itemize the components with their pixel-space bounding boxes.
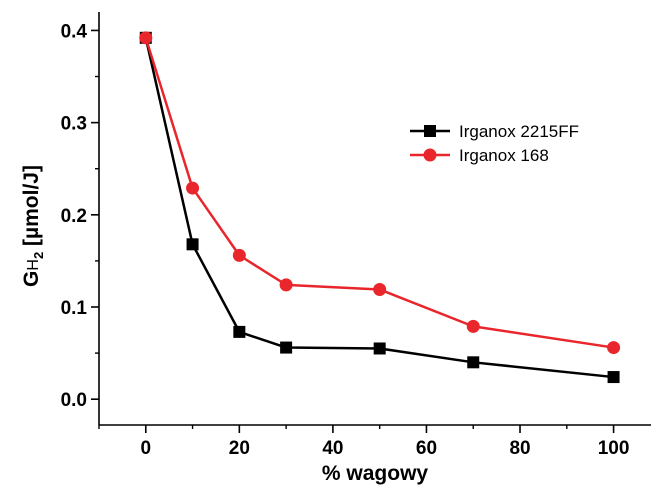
series-line-0: [144, 37, 614, 379]
data-point-square: [607, 371, 620, 384]
axes: [91, 12, 651, 433]
x-tick-label: 20: [229, 438, 250, 459]
y-axis-title-sub-digit: 2: [31, 252, 46, 259]
x-tick-label: 40: [322, 438, 343, 459]
y-tick-label: 0.2: [61, 206, 87, 227]
data-point-circle: [139, 31, 153, 45]
x-tick-label: 80: [509, 438, 530, 459]
x-axis-title: % wagowy: [322, 462, 429, 485]
y-axis-title: GH2 [µmol/J]: [20, 165, 46, 287]
data-point-square: [373, 342, 386, 355]
series-line-1: [144, 37, 614, 349]
legend-marker-1: [423, 148, 437, 162]
y-tick-label: 0.0: [61, 390, 87, 411]
legend-marker-0: [424, 125, 436, 137]
y-tick-label: 0.4: [61, 21, 88, 42]
y-axis-title-base: G: [20, 271, 43, 287]
y-axis-title-unit: [µmol/J]: [20, 165, 43, 252]
data-point-square: [233, 325, 246, 338]
y-axis-title-sub-letter: H: [25, 259, 42, 271]
x-tick-label: 0: [140, 438, 151, 459]
y-tick-label: 0.3: [61, 114, 87, 135]
data-point-circle: [186, 181, 200, 195]
legend: Irganox 2215FF Irganox 168: [410, 122, 579, 165]
data-point-circle: [373, 282, 387, 296]
data-point-circle: [279, 278, 293, 292]
data-point-circle: [466, 319, 480, 333]
data-point-circle: [607, 341, 621, 355]
data-point-circle: [232, 248, 246, 262]
legend-label-1: Irganox 168: [459, 146, 549, 165]
data-point-square: [186, 238, 199, 251]
data-point-square: [467, 356, 480, 369]
y-tick-label: 0.1: [61, 298, 88, 319]
x-tick-label: 100: [598, 438, 630, 459]
data-point-square: [280, 341, 293, 354]
tick-labels: 0 20 40 60 80 100 0.0 0.1 0.2 0.3 0.4: [61, 21, 630, 459]
legend-label-0: Irganox 2215FF: [459, 122, 579, 141]
series-layer: [139, 31, 621, 384]
x-tick-label: 60: [416, 438, 437, 459]
